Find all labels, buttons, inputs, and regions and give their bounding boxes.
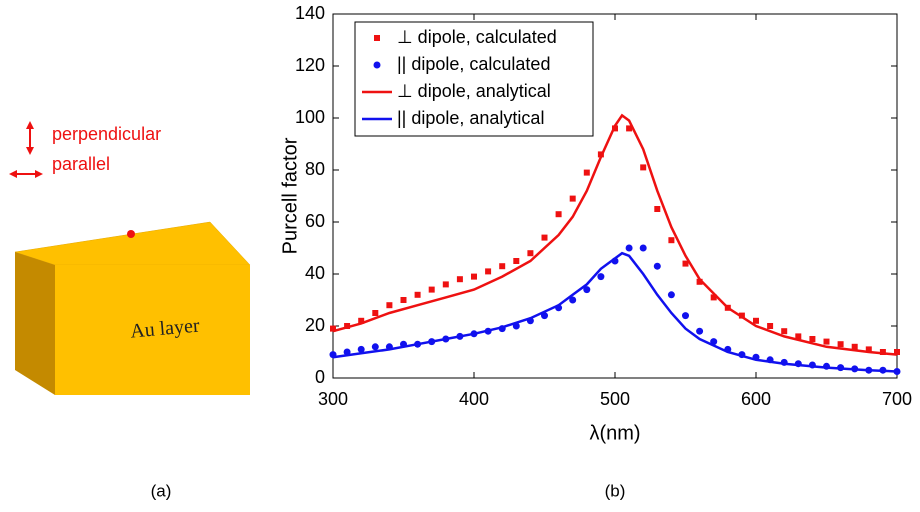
marker bbox=[330, 325, 336, 332]
marker bbox=[555, 211, 562, 218]
marker bbox=[851, 343, 858, 350]
arrows bbox=[9, 121, 43, 178]
marker bbox=[682, 312, 689, 320]
marker bbox=[781, 328, 788, 335]
x-axis-label: λ(nm) bbox=[589, 422, 640, 444]
arrow-head bbox=[26, 121, 34, 129]
perp-label: perpendicular bbox=[52, 124, 161, 144]
marker bbox=[442, 281, 449, 288]
marker bbox=[597, 273, 605, 281]
marker bbox=[372, 310, 379, 316]
marker bbox=[414, 291, 421, 298]
marker bbox=[696, 278, 703, 285]
block-side bbox=[15, 252, 55, 395]
x-tick-label: 300 bbox=[318, 389, 348, 409]
marker bbox=[527, 250, 534, 257]
y-tick-label: 100 bbox=[295, 107, 325, 127]
marker bbox=[640, 164, 647, 171]
y-axis-label: Purcell factor bbox=[279, 137, 301, 254]
marker bbox=[626, 125, 633, 132]
marker bbox=[823, 338, 830, 345]
series-line bbox=[332, 251, 898, 373]
marker bbox=[583, 286, 591, 294]
marker bbox=[654, 206, 661, 212]
x-tick-label: 700 bbox=[882, 389, 912, 409]
marker bbox=[767, 323, 774, 329]
legend-marker bbox=[373, 61, 381, 69]
marker bbox=[499, 263, 506, 270]
y-tick-label: 40 bbox=[305, 263, 325, 283]
legend-label: || dipole, analytical bbox=[397, 108, 544, 128]
marker bbox=[386, 302, 393, 309]
arrow-head bbox=[9, 170, 17, 178]
y-tick-label: 140 bbox=[295, 3, 325, 23]
y-tick-label: 80 bbox=[305, 159, 325, 179]
marker bbox=[837, 341, 844, 348]
y-tick-label: 120 bbox=[295, 55, 325, 75]
y-tick-label: 60 bbox=[305, 211, 325, 231]
marker bbox=[879, 349, 886, 355]
marker bbox=[583, 169, 590, 176]
plot: 0 20 40 60 80 100 120 140 300 400 500 600 700 λ(nm) Pu… bbox=[279, 3, 912, 445]
marker bbox=[668, 237, 675, 244]
marker bbox=[639, 244, 647, 252]
marker bbox=[653, 262, 661, 270]
diagram: perpendicular parallel Au layer (a) (b) bbox=[9, 121, 625, 500]
marker bbox=[358, 317, 365, 324]
marker bbox=[710, 294, 717, 301]
marker bbox=[569, 195, 576, 202]
marker bbox=[513, 258, 520, 264]
y-tick-label: 0 bbox=[315, 367, 325, 387]
series-line bbox=[332, 113, 898, 356]
para-label: parallel bbox=[52, 154, 110, 174]
legend-marker bbox=[374, 35, 380, 41]
marker bbox=[809, 336, 816, 342]
marker bbox=[682, 260, 689, 267]
arrow-head bbox=[26, 147, 34, 155]
marker bbox=[865, 346, 872, 353]
marker bbox=[894, 349, 900, 355]
marker bbox=[485, 268, 492, 275]
x-tick-label: 400 bbox=[459, 389, 489, 409]
marker bbox=[569, 296, 577, 304]
marker bbox=[753, 317, 759, 324]
marker bbox=[625, 244, 633, 252]
legend-box bbox=[354, 21, 594, 137]
legend-label: || dipole, calculated bbox=[397, 54, 550, 74]
block-top bbox=[14, 221, 251, 266]
marker bbox=[667, 291, 675, 299]
marker bbox=[357, 345, 365, 353]
marker bbox=[400, 297, 407, 303]
panel-label: (b) bbox=[605, 481, 626, 500]
marker bbox=[471, 273, 477, 280]
marker bbox=[696, 327, 704, 335]
x-tick-label: 600 bbox=[741, 389, 771, 409]
y-tick-label: 20 bbox=[305, 315, 325, 335]
legend-label: ⊥ dipole, analytical bbox=[397, 81, 551, 101]
block-front bbox=[55, 265, 250, 395]
marker bbox=[371, 343, 379, 351]
marker bbox=[428, 286, 435, 293]
marker bbox=[344, 323, 351, 329]
legend-label: ⊥ dipole, calculated bbox=[397, 27, 557, 47]
arrow-head bbox=[35, 170, 43, 178]
marker bbox=[541, 234, 548, 241]
dipole-dot bbox=[127, 230, 135, 238]
marker bbox=[456, 276, 463, 283]
marker bbox=[795, 333, 802, 340]
x-tick-label: 500 bbox=[600, 389, 630, 409]
panel-label: (a) bbox=[151, 481, 172, 500]
